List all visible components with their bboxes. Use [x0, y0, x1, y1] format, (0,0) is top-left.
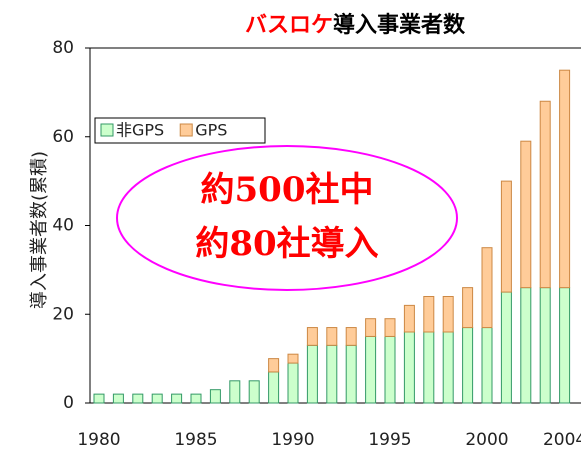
bar-segment: [326, 344, 338, 404]
title-highlight: バスロケ: [245, 13, 333, 38]
bar-segment: [287, 362, 299, 404]
legend: 非GPS GPS: [94, 117, 266, 144]
bar-segment: [306, 327, 318, 346]
bar-segment: [306, 344, 318, 404]
bar-segment: [326, 327, 338, 346]
legend-swatch: [179, 123, 193, 137]
bar-segment: [287, 353, 299, 364]
bar-segment: [112, 393, 124, 404]
bar-segment: [539, 100, 551, 289]
bar-segment: [500, 180, 512, 293]
y-tick-label: 80: [52, 38, 74, 58]
x-tick-label: 1995: [368, 430, 411, 450]
x-tick-label: 1980: [77, 430, 120, 450]
bar-segment: [481, 247, 493, 329]
bar-segment: [423, 296, 435, 333]
bar-segment: [423, 331, 435, 404]
bar-segment: [403, 304, 415, 333]
bar-segment: [384, 335, 396, 404]
bar-segment: [559, 287, 571, 404]
bar-segment: [442, 296, 454, 333]
bar-segment: [171, 393, 183, 404]
bar-segment: [403, 331, 415, 404]
chart-title: バスロケ導入事業者数: [245, 12, 466, 38]
annotation-ellipse: [116, 145, 458, 291]
bar-segment: [248, 380, 260, 404]
annotation-line: 約500社中: [201, 170, 374, 210]
bar-segment: [365, 318, 377, 337]
x-tick-label: 2000: [465, 430, 508, 450]
bar-segment: [268, 358, 280, 373]
marks: [93, 69, 571, 404]
y-tick-label: 40: [52, 216, 74, 236]
bar-segment: [520, 287, 532, 404]
bar-segment: [345, 344, 357, 404]
bar-segment: [539, 287, 551, 404]
bar-segment: [93, 393, 105, 404]
x-tick-label: 1990: [271, 430, 314, 450]
bar-segment: [268, 371, 280, 404]
y-axis-label: 導入事業者数(累積): [29, 151, 50, 309]
bar-segment: [151, 393, 163, 404]
bar-segment: [462, 327, 474, 404]
annotation-line: 約80社導入: [195, 224, 378, 264]
bar-segment: [229, 380, 241, 404]
bar-segment: [559, 69, 571, 289]
bar-segment: [190, 393, 202, 404]
x-tick-label: 1985: [174, 430, 217, 450]
title-rest: 導入事業者数: [333, 12, 466, 38]
bar-segment: [209, 389, 221, 404]
bar-segment: [520, 140, 532, 289]
legend-label: GPS: [195, 121, 227, 140]
bar-segment: [365, 335, 377, 404]
y-tick-label: 0: [63, 393, 74, 413]
bar-segment: [462, 287, 474, 329]
bar-segment: [500, 291, 512, 404]
bar-segment: [384, 318, 396, 337]
x-tick-label: 2004: [543, 430, 581, 450]
bar-segment: [442, 331, 454, 404]
legend-label: 非GPS: [116, 121, 164, 140]
legend-swatch: [100, 123, 114, 137]
bar-segment: [132, 393, 144, 404]
bar-segment: [481, 327, 493, 404]
y-tick-label: 60: [52, 127, 74, 147]
bar-segment: [345, 327, 357, 346]
y-tick-label: 20: [52, 304, 74, 324]
